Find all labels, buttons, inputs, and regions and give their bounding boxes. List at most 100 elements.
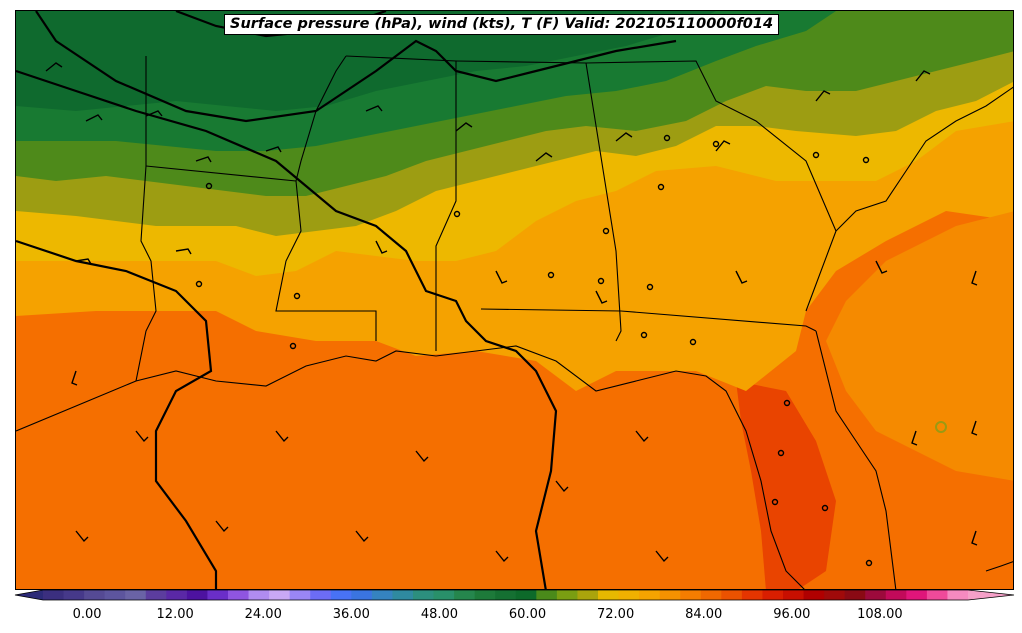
- colorbar-segment: [515, 590, 537, 600]
- wind-barb: [495, 270, 508, 284]
- wind-barb: [915, 70, 931, 82]
- colorbar-tick-label: 36.00: [332, 607, 370, 622]
- colorbar-segment: [577, 590, 599, 600]
- colorbar-segment: [228, 590, 250, 600]
- colorbar-segment: [371, 590, 393, 600]
- colorbar-tick-label: 24.00: [244, 607, 282, 622]
- calm-marker: [646, 283, 654, 291]
- temp-band-red-florida: [736, 381, 836, 589]
- calm-marker: [205, 182, 213, 190]
- wind-barbs: [45, 62, 978, 563]
- colorbar-segment: [454, 590, 476, 600]
- colorbar-segment: [392, 590, 414, 600]
- wind-barb: [265, 146, 282, 153]
- temp-band-dark-green: [16, 11, 716, 111]
- colorbar-segment: [803, 590, 825, 600]
- wind-barb: [615, 132, 633, 142]
- colorbar-extend-min: [15, 590, 43, 600]
- boundaries: [16, 55, 1013, 589]
- calm-marker: [771, 498, 779, 506]
- state-boundary: [145, 165, 297, 182]
- colorbar-segment: [865, 590, 887, 600]
- colorbar-segment: [84, 590, 106, 600]
- isobar: [35, 11, 677, 123]
- colorbar-segment: [413, 590, 435, 600]
- wind-barb: [971, 420, 978, 436]
- colorbar-tick-label: 12.00: [156, 607, 194, 622]
- colorbar-segment: [104, 590, 126, 600]
- colorbar-segment: [289, 590, 311, 600]
- colorbar-outline: [14, 589, 1015, 601]
- wind-barb: [215, 520, 229, 533]
- colorbar-tick-label: 0.00: [72, 607, 102, 622]
- wind-barb: [71, 370, 78, 386]
- colorbar-segment: [43, 590, 65, 600]
- wind-barb: [635, 430, 649, 443]
- state-boundary: [480, 308, 817, 332]
- calm-marker: [293, 292, 301, 300]
- colorbar-segment: [659, 590, 681, 600]
- coastline: [16, 345, 805, 589]
- calm-marker: [663, 134, 671, 142]
- colorbar-segment: [844, 590, 866, 600]
- colorbar-tick-label: 60.00: [508, 607, 547, 622]
- colorbar-segment: [351, 590, 373, 600]
- wind-barb: [365, 105, 383, 112]
- wind-barb: [455, 122, 473, 132]
- colorbar-segment: [145, 590, 167, 600]
- calm-marker: [689, 338, 697, 346]
- colorbar-segment: [700, 590, 722, 600]
- calm-marker: [602, 227, 610, 235]
- calm-marker: [657, 183, 665, 191]
- calm-marker: [821, 504, 829, 512]
- state-boundary: [455, 60, 622, 342]
- colorbar-segment: [762, 590, 784, 600]
- colorbar-tick-label: 72.00: [597, 607, 635, 622]
- colorbar-segment: [741, 590, 763, 600]
- colorbar-segment: [186, 590, 208, 600]
- colorbar-tick-label: 84.00: [685, 607, 723, 622]
- wind-barb: [875, 260, 888, 274]
- colorbar-segment: [474, 590, 496, 600]
- calm-marker: [195, 280, 203, 288]
- wind-barb: [75, 530, 89, 543]
- colorbar-segment: [947, 590, 969, 600]
- calm-marker: [640, 331, 648, 339]
- wind-barb: [495, 550, 509, 563]
- map-plot: [16, 11, 1013, 589]
- colorbar-segment: [433, 590, 455, 600]
- map-panel: [15, 10, 1014, 590]
- colorbar-segment: [330, 590, 352, 600]
- wind-barb: [45, 62, 63, 72]
- colorbar: [14, 589, 1015, 601]
- colorbar-segment: [680, 590, 702, 600]
- calm-marker: [865, 559, 873, 567]
- wind-barb: [275, 430, 289, 443]
- calm-wind-markers: [195, 134, 947, 567]
- wind-barb: [175, 248, 192, 255]
- colorbar-segment: [926, 590, 948, 600]
- wind-barb: [135, 430, 149, 443]
- colorbar-segment: [721, 590, 743, 600]
- coastline: [835, 86, 1013, 232]
- calm-marker: [547, 271, 555, 279]
- wind-barb: [375, 240, 388, 254]
- colorbar-extend-max: [968, 590, 1014, 600]
- wind-barb: [195, 156, 212, 163]
- colorbar-segment: [639, 590, 661, 600]
- state-boundary: [345, 55, 457, 351]
- calm-marker: [597, 277, 605, 285]
- temp-band-orange-atlantic: [826, 211, 1013, 481]
- wind-barb: [555, 480, 569, 493]
- isobar: [16, 239, 218, 589]
- colorbar-segment: [906, 590, 928, 600]
- colorbar-tick-label: 48.00: [420, 607, 459, 622]
- wind-barb: [715, 140, 731, 152]
- colorbar-segment: [207, 590, 229, 600]
- wind-barb: [535, 152, 553, 162]
- state-boundary: [275, 180, 377, 341]
- wind-barb: [815, 90, 831, 102]
- wind-barb: [911, 430, 918, 446]
- calm-marker: [812, 151, 820, 159]
- calm-marker: [935, 421, 947, 433]
